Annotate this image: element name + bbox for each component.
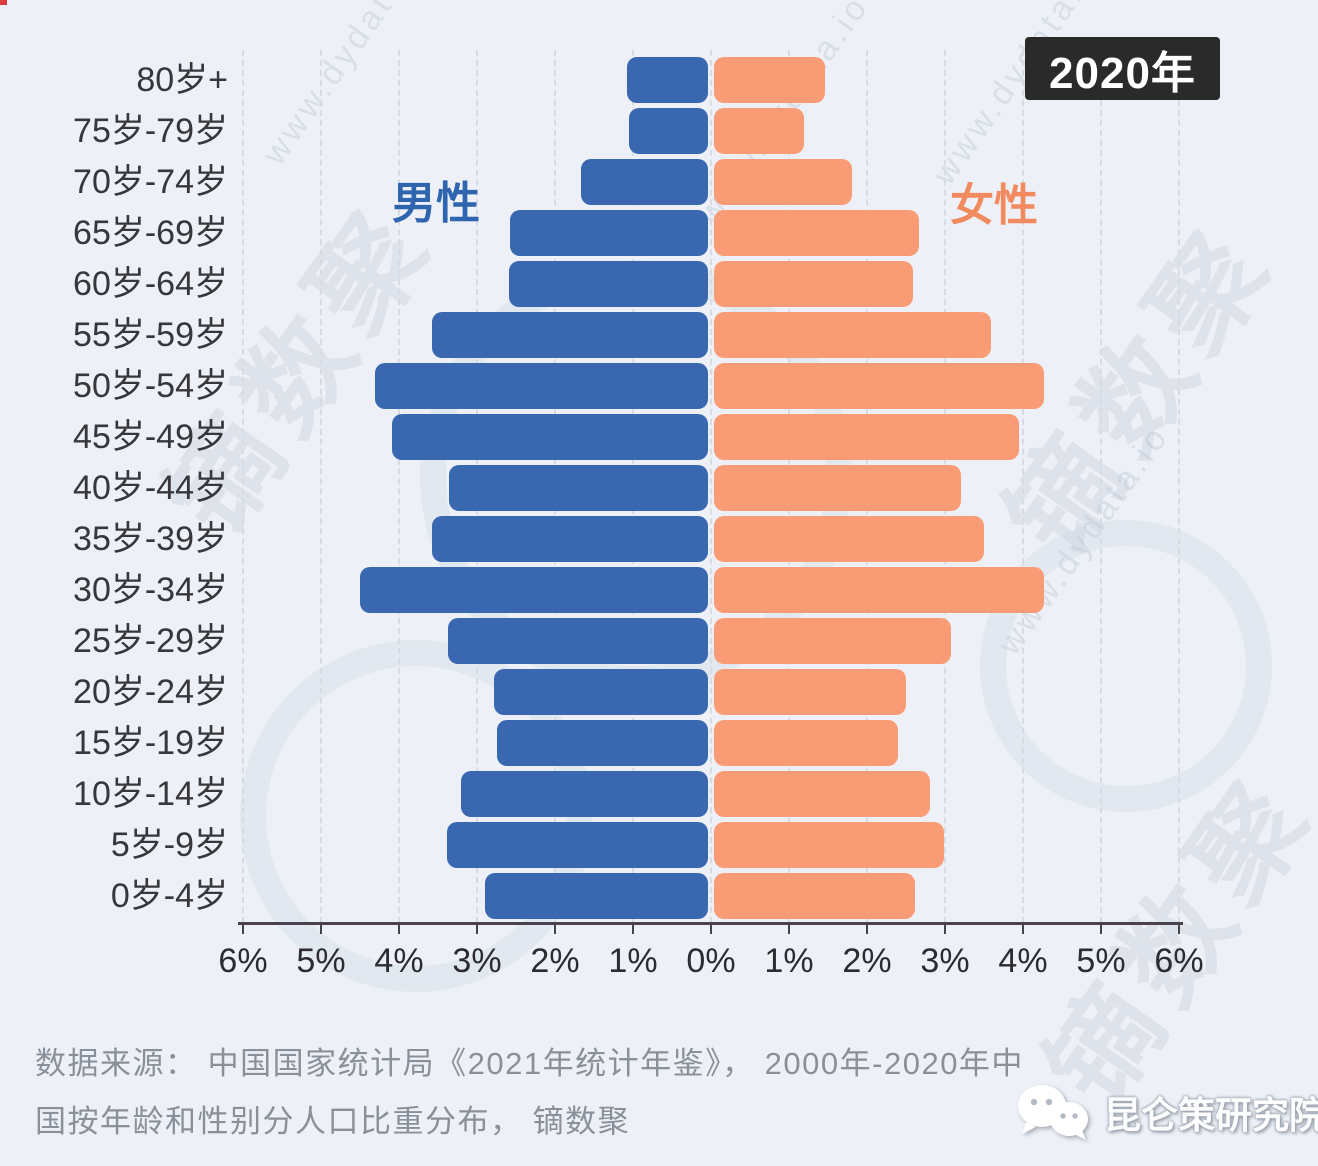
age-label-0: 80岁+: [136, 61, 228, 99]
age-label-14: 10岁-14岁: [73, 775, 228, 813]
x-axis-tick-label-9: 3%: [920, 942, 970, 980]
age-label-11: 25岁-29岁: [73, 622, 228, 660]
male-bar-14: [461, 771, 708, 817]
female-bar-7: [714, 414, 1019, 460]
year-badge: 2020年: [1025, 37, 1220, 100]
legend-male-label: 男性: [392, 179, 480, 228]
x-axis-tick-label-6: 0%: [686, 942, 736, 980]
female-bar-6: [714, 363, 1044, 409]
age-label-9: 35岁-39岁: [73, 520, 228, 558]
x-axis-tick-label-12: 6%: [1154, 942, 1204, 980]
male-bar-0: [627, 57, 708, 103]
x-axis-tick-label-3: 3%: [452, 942, 502, 980]
age-label-4: 60岁-64岁: [73, 265, 228, 303]
male-bar-1: [629, 108, 708, 154]
male-bar-10: [360, 567, 708, 613]
female-bar-16: [714, 873, 915, 919]
male-bar-12: [494, 669, 708, 715]
age-label-10: 30岁-34岁: [73, 571, 228, 609]
x-axis-tick-4: [554, 925, 556, 934]
female-bar-14: [714, 771, 930, 817]
gridline-6pct: [1178, 50, 1180, 923]
male-bar-2: [581, 159, 708, 205]
x-axis-tick-label-4: 2%: [530, 942, 580, 980]
x-axis-tick-label-8: 2%: [842, 942, 892, 980]
x-axis-tick-label-11: 5%: [1076, 942, 1126, 980]
publisher-logo: 昆仑策研究院: [1016, 1082, 1318, 1142]
source-note-line1: 数据来源： 中国国家统计局《2021年统计年鉴》， 2000年-2020年中: [35, 1046, 1024, 1081]
year-badge-label: 2020年: [1049, 48, 1196, 98]
male-bar-8: [449, 465, 708, 511]
x-axis-tick-12: [1178, 925, 1180, 934]
female-bar-2: [714, 159, 852, 205]
age-label-6: 50岁-54岁: [73, 367, 228, 405]
age-label-3: 65岁-69岁: [73, 214, 228, 252]
x-axis-tick-11: [1100, 925, 1102, 934]
x-axis-tick-label-7: 1%: [764, 942, 814, 980]
male-bar-9: [432, 516, 708, 562]
x-axis-tick-2: [398, 925, 400, 934]
male-bar-3: [510, 210, 708, 256]
red-corner-artifact: [0, 0, 7, 5]
x-axis-tick-10: [1022, 925, 1024, 934]
female-bar-15: [714, 822, 944, 868]
x-axis-tick-0: [242, 925, 244, 934]
male-bar-11: [448, 618, 708, 664]
x-axis-tick-3: [476, 925, 478, 934]
x-axis-tick-label-5: 1%: [608, 942, 658, 980]
age-label-8: 40岁-44岁: [73, 469, 228, 507]
male-bar-7: [392, 414, 708, 460]
female-bar-4: [714, 261, 913, 307]
female-bar-10: [714, 567, 1044, 613]
x-axis-tick-5: [632, 925, 634, 934]
male-bar-4: [509, 261, 708, 307]
watermark-text-0: www.dydata.io: [255, 0, 442, 172]
source-note-line2: 国按年龄和性别分人口比重分布， 镝数聚: [35, 1104, 631, 1139]
x-axis-tick-label-2: 4%: [374, 942, 424, 980]
male-bar-13: [497, 720, 708, 766]
female-bar-8: [714, 465, 961, 511]
age-label-15: 5岁-9岁: [110, 826, 228, 864]
gridline-0pct: [710, 50, 712, 923]
gridline--5pct-left: [320, 50, 322, 923]
x-axis-tick-label-0: 6%: [218, 942, 268, 980]
watermark-text-3: www.dydata.io: [990, 417, 1177, 662]
female-bar-3: [714, 210, 919, 256]
x-axis-tick-9: [944, 925, 946, 934]
age-label-13: 15岁-19岁: [73, 724, 228, 762]
legend-female-label: 女性: [950, 181, 1038, 230]
male-bar-6: [375, 363, 708, 409]
male-bar-16: [485, 873, 708, 919]
age-label-7: 45岁-49岁: [73, 418, 228, 456]
age-label-2: 70岁-74岁: [73, 163, 228, 201]
gridline-5pct: [1100, 50, 1102, 923]
male-bar-15: [447, 822, 708, 868]
publisher-name: 昆仑策研究院: [1104, 1095, 1318, 1136]
female-bar-1: [714, 108, 804, 154]
age-label-1: 75岁-79岁: [73, 112, 228, 150]
x-axis-tick-6: [710, 925, 712, 934]
watermark-text-6: 镝数聚: [1023, 751, 1318, 1128]
gridline--6pct-left: [242, 50, 244, 923]
x-axis-tick-1: [320, 925, 322, 934]
female-bar-9: [714, 516, 984, 562]
x-axis-line: [238, 922, 1183, 925]
female-bar-13: [714, 720, 898, 766]
x-axis-tick-8: [866, 925, 868, 934]
age-label-5: 55岁-59岁: [73, 316, 228, 354]
female-bar-0: [714, 57, 825, 103]
age-label-12: 20岁-24岁: [73, 673, 228, 711]
x-axis-tick-label-10: 4%: [998, 942, 1048, 980]
male-bar-5: [432, 312, 708, 358]
gridline--4pct-left: [398, 50, 400, 923]
age-label-16: 0岁-4岁: [110, 877, 228, 915]
female-bar-5: [714, 312, 991, 358]
x-axis-tick-label-1: 5%: [296, 942, 346, 980]
gridline-4pct: [1022, 50, 1024, 923]
wechat-icon: [1016, 1082, 1092, 1142]
female-bar-11: [714, 618, 951, 664]
female-bar-12: [714, 669, 906, 715]
x-axis-tick-7: [788, 925, 790, 934]
